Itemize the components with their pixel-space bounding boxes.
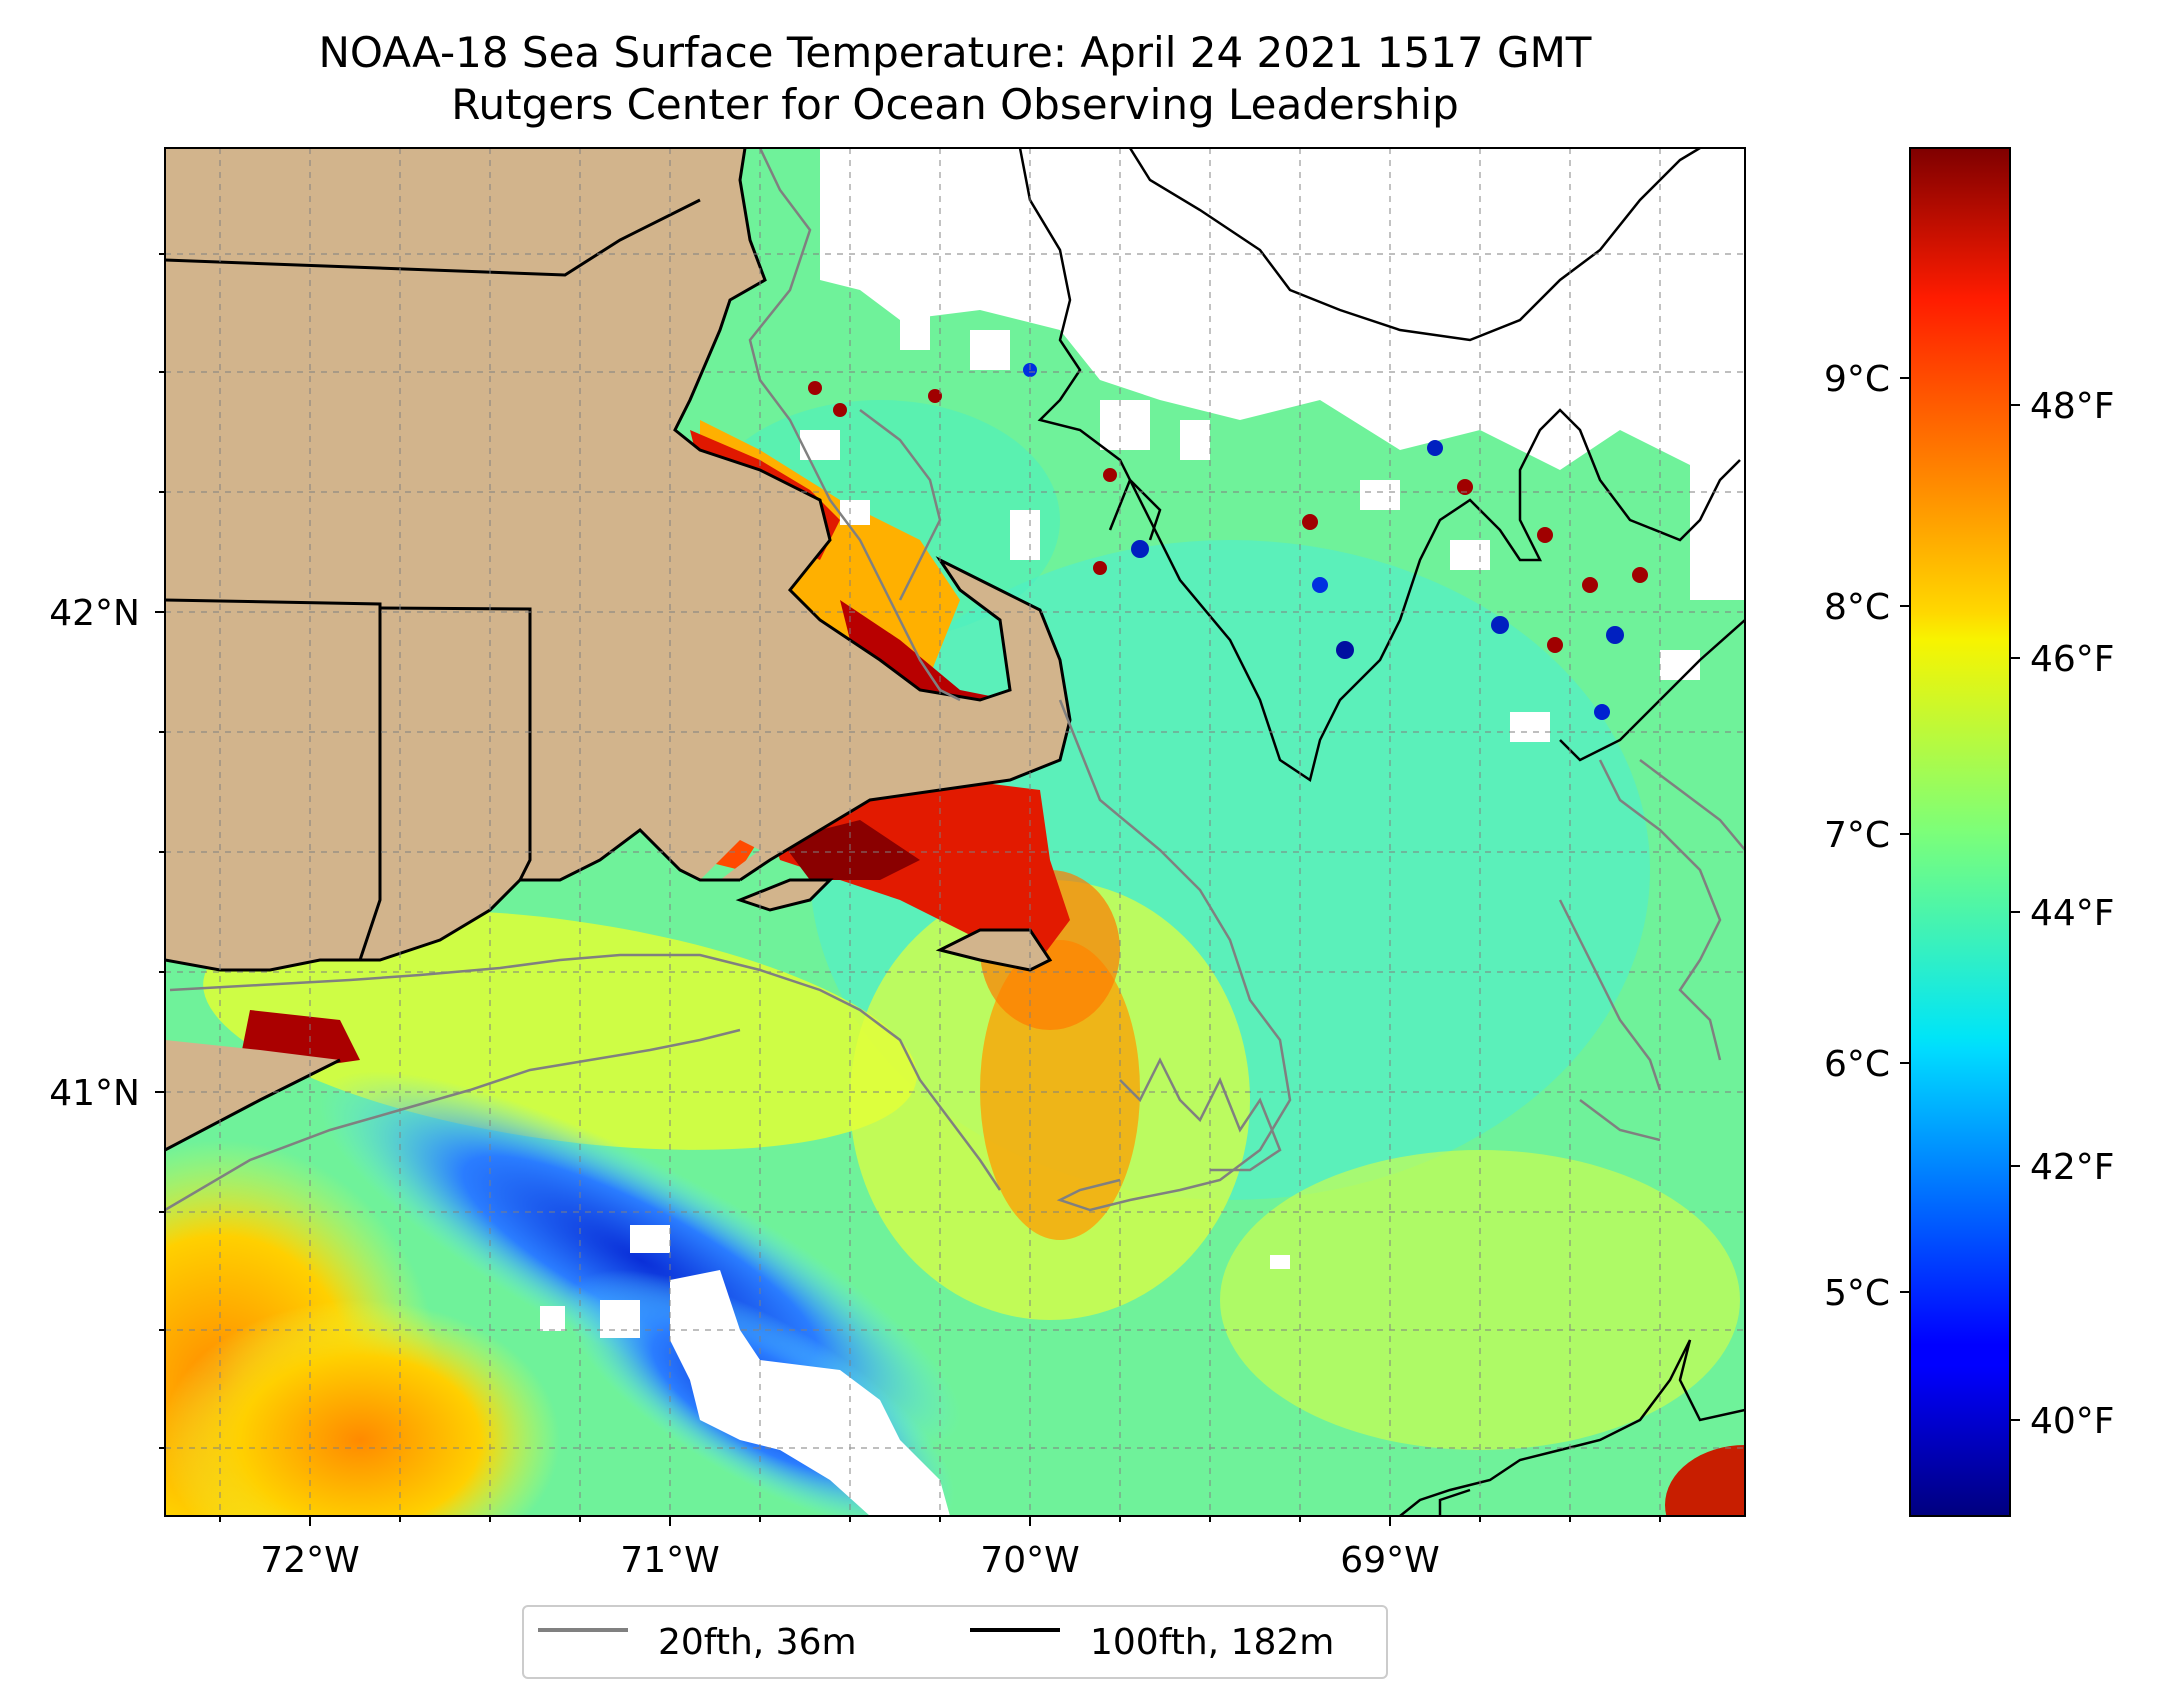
x-tick-label: 72°W xyxy=(260,1540,359,1581)
x-tick-label: 71°W xyxy=(620,1540,719,1581)
sst-field xyxy=(165,148,1745,1516)
axis-ticks xyxy=(155,253,1661,1526)
coastline xyxy=(165,148,1072,1152)
contour-20fth xyxy=(165,148,1745,1212)
colorbar-celsius-label: 8°C xyxy=(1824,587,1890,628)
map-title: NOAA-18 Sea Surface Temperature: April 2… xyxy=(318,28,1592,77)
x-tick-label: 70°W xyxy=(980,1540,1079,1581)
map-subtitle: Rutgers Center for Ocean Observing Leade… xyxy=(451,80,1459,129)
contour-100fth xyxy=(1018,148,1745,1516)
y-tick-label: 42°N xyxy=(49,593,140,634)
colorbar-fahrenheit-label: 40°F xyxy=(2030,1401,2115,1442)
colorbar-fahrenheit-label: 48°F xyxy=(2030,386,2115,427)
colorbar-fahrenheit-label: 44°F xyxy=(2030,893,2115,934)
colorbar-celsius-label: 5°C xyxy=(1824,1273,1890,1314)
legend: 20fth, 36m 100fth, 182m xyxy=(522,1605,1388,1679)
colorbar xyxy=(1909,147,2011,1517)
y-tick-label: 41°N xyxy=(49,1073,140,1114)
gridlines xyxy=(165,148,1745,1516)
legend-swatch-100fth xyxy=(970,1628,1060,1632)
colorbar-celsius-label: 9°C xyxy=(1824,359,1890,400)
land-areas xyxy=(165,148,1070,1150)
legend-label-20fth: 20fth, 36m xyxy=(658,1622,857,1663)
colorbar-ticks xyxy=(1900,377,2020,1421)
x-tick-label: 69°W xyxy=(1340,1540,1439,1581)
colorbar-fahrenheit-label: 46°F xyxy=(2030,639,2115,680)
map-frame xyxy=(164,147,1746,1517)
legend-label-100fth: 100fth, 182m xyxy=(1090,1622,1335,1663)
colorbar-fahrenheit-label: 42°F xyxy=(2030,1147,2115,1188)
colorbar-celsius-label: 7°C xyxy=(1824,815,1890,856)
colorbar-celsius-label: 6°C xyxy=(1824,1044,1890,1085)
legend-swatch-20fth xyxy=(538,1628,628,1632)
